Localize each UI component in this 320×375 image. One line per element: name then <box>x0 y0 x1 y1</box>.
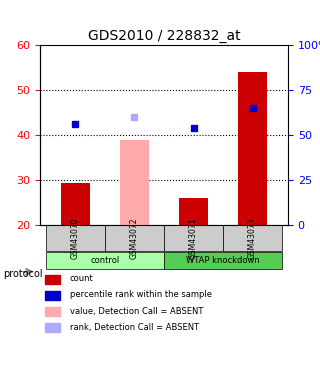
Bar <box>120 140 149 225</box>
Title: GDS2010 / 228832_at: GDS2010 / 228832_at <box>88 28 240 43</box>
FancyBboxPatch shape <box>46 252 164 269</box>
Text: percentile rank within the sample: percentile rank within the sample <box>70 290 212 299</box>
Text: value, Detection Call = ABSENT: value, Detection Call = ABSENT <box>70 306 203 315</box>
Text: WTAP knockdown: WTAP knockdown <box>186 256 260 265</box>
Bar <box>45 307 60 316</box>
Text: GSM43071: GSM43071 <box>189 218 198 259</box>
Text: rank, Detection Call = ABSENT: rank, Detection Call = ABSENT <box>70 323 199 332</box>
FancyBboxPatch shape <box>164 252 282 269</box>
FancyBboxPatch shape <box>105 225 164 252</box>
Bar <box>179 198 208 225</box>
Bar <box>238 72 267 225</box>
FancyBboxPatch shape <box>46 225 105 252</box>
Text: GSM43073: GSM43073 <box>248 217 257 259</box>
Text: control: control <box>90 256 120 265</box>
Bar <box>45 274 60 284</box>
FancyBboxPatch shape <box>164 225 223 252</box>
FancyBboxPatch shape <box>223 225 282 252</box>
Bar <box>61 183 90 225</box>
Text: count: count <box>70 274 93 283</box>
Text: protocol: protocol <box>3 269 43 279</box>
Bar <box>45 323 60 333</box>
Bar <box>45 291 60 300</box>
Text: GSM43070: GSM43070 <box>71 217 80 259</box>
Text: GSM43072: GSM43072 <box>130 218 139 259</box>
